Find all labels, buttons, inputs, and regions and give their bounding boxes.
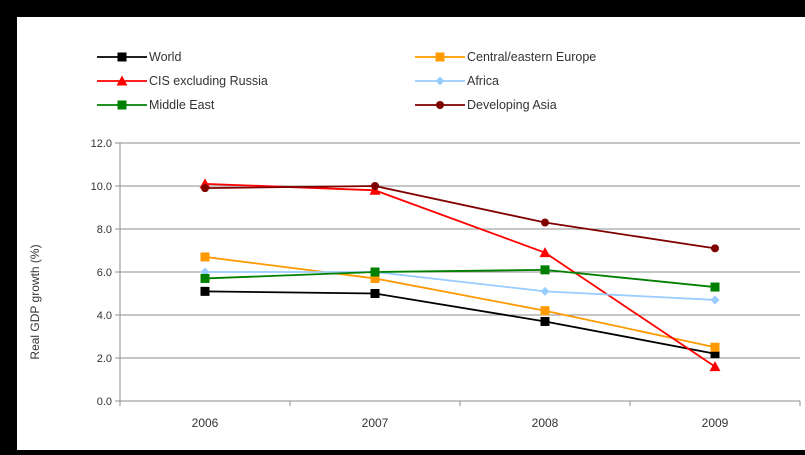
legend-marker — [436, 101, 444, 109]
data-point — [710, 282, 720, 292]
series-world — [200, 286, 720, 359]
data-point — [200, 252, 210, 262]
legend-entry: World — [97, 50, 181, 64]
chart-axes — [119, 143, 801, 406]
series-line — [204, 290, 716, 355]
series-cis-excluding-russia — [199, 178, 721, 372]
y-tick-label: 4.0 — [97, 310, 112, 322]
data-point — [540, 316, 550, 326]
legend-entry: Central/eastern Europe — [415, 50, 596, 64]
series-line — [205, 271, 716, 301]
data-point — [709, 361, 721, 372]
legend-marker — [117, 52, 127, 62]
x-axis-tick-labels: 2006 2007 2008 2009 — [192, 416, 729, 430]
data-point — [540, 265, 550, 275]
x-tick-label: 2007 — [362, 416, 389, 430]
data-point — [370, 273, 380, 283]
series-central-eastern-europe — [200, 252, 720, 352]
data-point — [541, 218, 549, 227]
data-point — [371, 182, 379, 190]
data-point — [370, 289, 380, 298]
y-tick-label: 0.0 — [97, 396, 112, 408]
x-tick-label: 2008 — [532, 416, 559, 430]
legend-label: Developing Asia — [467, 98, 557, 112]
legend-entry: Developing Asia — [415, 98, 557, 112]
legend-label: Central/eastern Europe — [467, 50, 596, 64]
data-point — [370, 267, 380, 277]
y-tick-label: 12.0 — [91, 138, 112, 150]
data-point — [200, 273, 210, 283]
x-tick-label: 2006 — [192, 416, 219, 430]
chart-gridlines — [115, 142, 800, 402]
series-africa — [200, 267, 720, 305]
series-developing-asia — [201, 182, 719, 253]
chart-panel: World Central/eastern Europe CIS excluding… — [17, 17, 805, 450]
y-tick-label: 10.0 — [91, 181, 112, 193]
legend-entry: Middle East — [97, 98, 215, 112]
data-point — [540, 306, 550, 316]
line-chart: World Central/eastern Europe CIS excluding… — [28, 50, 801, 430]
data-point — [539, 247, 551, 258]
legend-marker — [116, 75, 128, 86]
data-point — [710, 295, 720, 305]
data-point — [201, 184, 209, 193]
legend-label: World — [149, 50, 181, 64]
series-line — [204, 185, 716, 250]
y-axis-tick-labels: 0.0 2.0 4.0 6.0 8.0 10.0 12.0 — [91, 138, 112, 408]
series-middle-east — [200, 265, 720, 292]
y-tick-label: 8.0 — [97, 224, 112, 236]
chart-series — [199, 178, 721, 372]
data-point — [710, 349, 720, 359]
data-point — [711, 244, 719, 253]
legend-entry: Africa — [415, 74, 499, 88]
data-point — [200, 286, 210, 296]
series-line — [204, 256, 716, 349]
legend-label: Middle East — [149, 98, 215, 112]
legend-label: Africa — [467, 74, 499, 88]
legend-label: CIS excluding Russia — [149, 74, 268, 88]
y-tick-label: 6.0 — [97, 267, 112, 279]
legend-marker — [435, 76, 445, 86]
legend-entry: CIS excluding Russia — [97, 74, 268, 88]
x-tick-label: 2009 — [702, 416, 729, 430]
chart-legend: World Central/eastern Europe CIS excluding… — [97, 50, 596, 112]
data-point — [710, 342, 720, 352]
legend-marker — [117, 100, 127, 110]
y-axis-label: Real GDP growth (%) — [28, 244, 42, 359]
legend-marker — [435, 52, 445, 62]
data-point — [540, 286, 550, 296]
y-tick-label: 2.0 — [97, 353, 112, 365]
series-line — [204, 268, 716, 288]
